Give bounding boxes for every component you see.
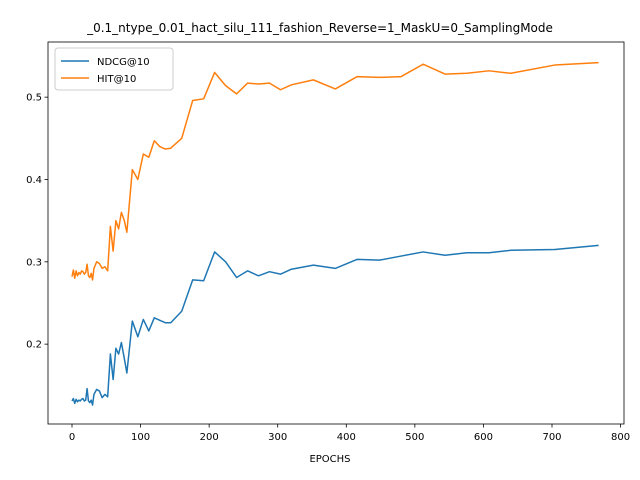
legend: NDCG@10 HIT@10 <box>54 47 174 91</box>
x-tick-label: 0 <box>69 432 75 443</box>
legend-label-0: NDCG@10 <box>97 57 150 68</box>
plot-lines <box>71 61 599 406</box>
y-tick-label: 0.4 <box>26 175 42 186</box>
y-tick-label: 0.3 <box>26 257 42 268</box>
x-tick-label: 500 <box>405 432 424 443</box>
x-tick-label: 400 <box>337 432 356 443</box>
x-axis-label: EPOCHS <box>309 454 350 465</box>
axes-frame <box>47 41 625 425</box>
x-axis-ticks: 0 100 200 300 400 500 600 700 800 <box>69 424 630 443</box>
y-tick-label: 0.5 <box>26 93 42 104</box>
x-tick-label: 300 <box>268 432 287 443</box>
x-tick-label: 800 <box>611 432 630 443</box>
y-axis-ticks: 0.2 0.3 0.4 0.5 <box>26 93 48 351</box>
y-tick-label: 0.2 <box>26 340 42 351</box>
legend-label-1: HIT@10 <box>97 74 136 85</box>
x-tick-label: 700 <box>542 432 561 443</box>
chart-title: _0.1_ntype_0.01_hact_silu_111_fashion_Re… <box>86 21 553 35</box>
legend-box <box>54 47 174 91</box>
x-tick-label: 100 <box>131 432 150 443</box>
series-line-0 <box>71 244 599 406</box>
x-tick-label: 200 <box>200 432 219 443</box>
x-tick-label: 600 <box>474 432 493 443</box>
series-line-1 <box>71 61 599 281</box>
